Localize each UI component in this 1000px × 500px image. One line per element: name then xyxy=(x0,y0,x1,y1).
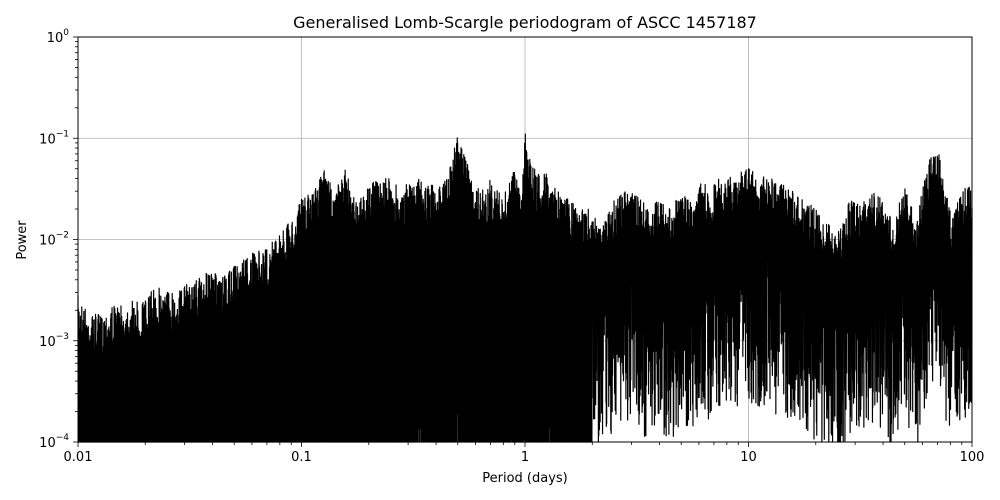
y-tick-label: 10−1 xyxy=(39,129,69,147)
y-tick-label: 10−3 xyxy=(39,332,69,350)
y-tick-base: 10 xyxy=(39,335,56,350)
chart-title: Generalised Lomb-Scargle periodogram of … xyxy=(293,13,757,32)
x-tick-label: 0.1 xyxy=(291,450,312,465)
y-tick-base: 10 xyxy=(39,234,56,249)
y-tick-base: 10 xyxy=(39,436,56,451)
y-tick-exponent: −1 xyxy=(56,129,69,139)
periodogram-line xyxy=(77,133,973,443)
data-layer xyxy=(77,133,973,443)
x-tick-label: 100 xyxy=(960,450,985,465)
y-tick-base: 10 xyxy=(47,31,64,46)
y-tick-base: 10 xyxy=(39,132,56,147)
y-tick-exponent: 0 xyxy=(63,28,69,38)
y-axis-label: Power xyxy=(15,220,30,260)
y-tick-exponent: −4 xyxy=(56,433,70,443)
y-tick-label: 100 xyxy=(47,28,70,46)
x-tick-label: 10 xyxy=(740,450,757,465)
x-axis-label: Period (days) xyxy=(482,471,568,486)
y-tick-label: 10−2 xyxy=(39,231,69,249)
y-tick-exponent: −2 xyxy=(56,231,69,241)
y-tick-exponent: −3 xyxy=(56,332,69,342)
y-tick-label: 10−4 xyxy=(39,433,69,451)
x-tick-label: 1 xyxy=(521,450,529,465)
x-tick-label: 0.01 xyxy=(64,450,93,465)
